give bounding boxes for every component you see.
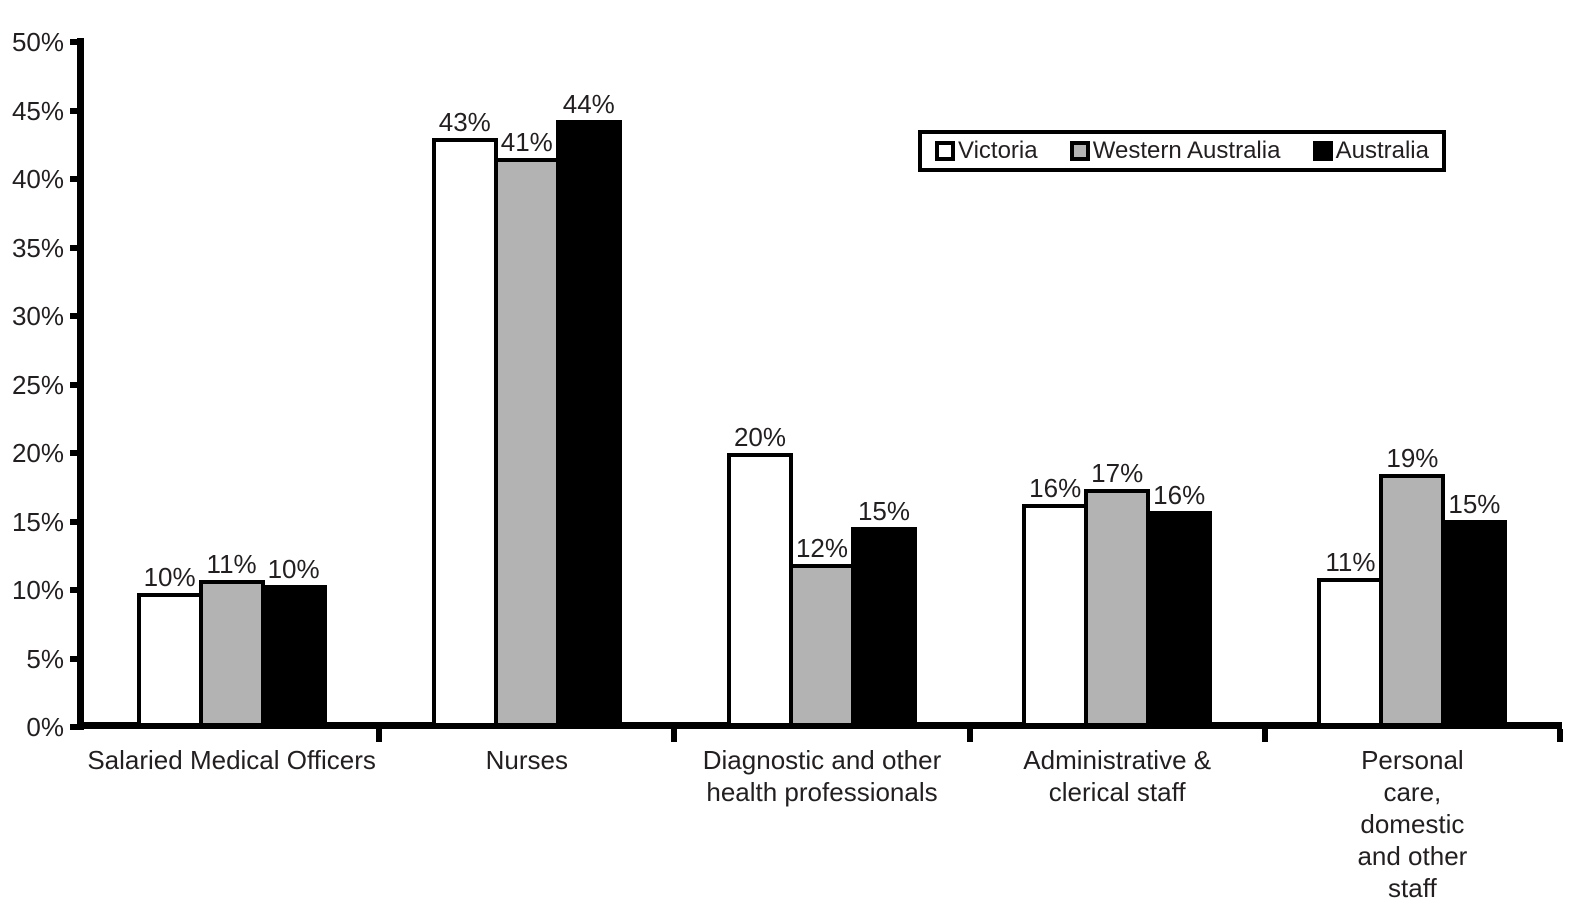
y-tick-label: 30% bbox=[11, 301, 64, 331]
bar-group-salaried-medical-officers: 10% 11% 10% bbox=[84, 42, 379, 727]
y-tick-label: 25% bbox=[11, 369, 64, 400]
y-tick bbox=[70, 39, 84, 45]
bar-value-label: 11% bbox=[206, 549, 257, 579]
bar-value-label: 16% bbox=[1153, 480, 1206, 510]
y-tick-label: 45% bbox=[11, 95, 64, 126]
x-tick bbox=[671, 729, 678, 742]
bar-group-administrative-clerical-staff: 16% 17% 16% bbox=[970, 42, 1265, 727]
bar-value-label: 17% bbox=[1091, 458, 1144, 488]
y-tick-label: 15% bbox=[11, 506, 64, 537]
x-tick bbox=[376, 729, 383, 742]
y-tick-label: 20% bbox=[11, 438, 64, 468]
y-tick bbox=[70, 313, 84, 319]
legend-item-western-australia: Western Australia bbox=[1069, 137, 1281, 164]
y-tick bbox=[70, 450, 84, 456]
x-tick bbox=[1261, 729, 1268, 742]
category-label-personal-care-domestic-and-other-staff: Personal care, domestic and other staff bbox=[1357, 745, 1468, 903]
bar-value-label: 11% bbox=[1325, 547, 1376, 577]
y-tick bbox=[70, 176, 84, 182]
bar-western-australia-5: 19% bbox=[1379, 445, 1446, 727]
y-tick bbox=[70, 655, 84, 662]
y-tick-label: 0% bbox=[26, 712, 64, 742]
y-tick bbox=[70, 244, 84, 251]
bar-value-label: 44% bbox=[562, 89, 615, 119]
bar-victoria-1: 10% bbox=[136, 564, 203, 727]
plot-area: 10% 11% 10% 43% 41% 44% 20% 12% 15% 16% 17% 16% 11% 1… bbox=[84, 42, 1560, 727]
bar-western-australia-1: 11% bbox=[198, 551, 265, 727]
legend-label-victoria: Victoria bbox=[958, 137, 1038, 164]
bar-australia-3: 15% bbox=[850, 498, 917, 727]
bar-australia-2: 44% bbox=[555, 91, 622, 727]
legend-swatch-victoria bbox=[935, 141, 955, 161]
bar-group-nurses: 43% 41% 44% bbox=[379, 42, 674, 727]
bar-value-label: 20% bbox=[733, 422, 787, 452]
legend-label-australia: Australia bbox=[1335, 137, 1429, 164]
legend-swatch-western-australia bbox=[1069, 141, 1090, 161]
legend-item-victoria: Victoria bbox=[935, 139, 1038, 163]
bar-value-label: 15% bbox=[1448, 489, 1501, 519]
y-tick bbox=[70, 587, 84, 593]
y-tick bbox=[70, 107, 84, 114]
bar-australia-1: 10% bbox=[260, 556, 327, 727]
y-tick bbox=[70, 724, 84, 730]
bar-value-label: 19% bbox=[1386, 443, 1439, 473]
bar-australia-4: 16% bbox=[1146, 482, 1213, 727]
legend-swatch-australia bbox=[1312, 141, 1333, 161]
y-tick-label: 50% bbox=[11, 27, 64, 57]
bar-value-label: 41% bbox=[500, 127, 553, 157]
bar-group-diagnostic-and-other-health-professionals: 20% 12% 15% bbox=[674, 42, 969, 727]
y-tick-label: 35% bbox=[11, 232, 64, 263]
bar-value-label: 12% bbox=[795, 533, 849, 563]
y-tick-label: 5% bbox=[26, 643, 64, 674]
bar-value-label: 43% bbox=[438, 107, 491, 137]
bar-chart: 0% 5% 10% 15% 20% 25% 30% 35% 40% 45% 50% 10% 11% 10… bbox=[11, 27, 1563, 903]
bar-value-label: 10% bbox=[143, 562, 196, 592]
bar-australia-5: 15% bbox=[1441, 491, 1508, 727]
y-tick bbox=[70, 518, 84, 525]
bar-value-label: 16% bbox=[1029, 473, 1082, 503]
y-tick-label: 40% bbox=[11, 164, 64, 194]
bar-value-label: 10% bbox=[267, 554, 320, 584]
y-tick bbox=[70, 381, 84, 388]
category-label-diagnostic-and-other-health-professionals: Diagnostic and other health professional… bbox=[702, 745, 942, 807]
bar-victoria-3: 20% bbox=[726, 424, 793, 727]
bar-western-australia-3: 12% bbox=[788, 535, 855, 727]
legend-label-western-australia: Western Australia bbox=[1092, 137, 1281, 164]
category-label-administrative-clerical-staff: Administrative & clerical staff bbox=[1023, 745, 1212, 807]
y-tick-label: 10% bbox=[11, 575, 64, 605]
bar-victoria-5: 11% bbox=[1317, 549, 1384, 727]
legend: Victoria Western Australia Australia bbox=[918, 130, 1446, 172]
legend-item-australia: Australia bbox=[1312, 137, 1429, 164]
x-tick bbox=[966, 729, 973, 742]
category-label-nurses: Nurses bbox=[485, 745, 568, 775]
bar-group-personal-care-domestic-and-other-staff: 11% 19% 15% bbox=[1265, 42, 1560, 727]
bar-western-australia-2: 41% bbox=[493, 129, 560, 727]
x-tick bbox=[1557, 729, 1563, 742]
bar-value-label: 15% bbox=[857, 496, 911, 526]
category-label-salaried-medical-officers: Salaried Medical Officers bbox=[87, 745, 376, 775]
bar-western-australia-4: 17% bbox=[1084, 460, 1151, 727]
bar-victoria-4: 16% bbox=[1022, 475, 1089, 727]
bar-victoria-2: 43% bbox=[431, 109, 498, 727]
